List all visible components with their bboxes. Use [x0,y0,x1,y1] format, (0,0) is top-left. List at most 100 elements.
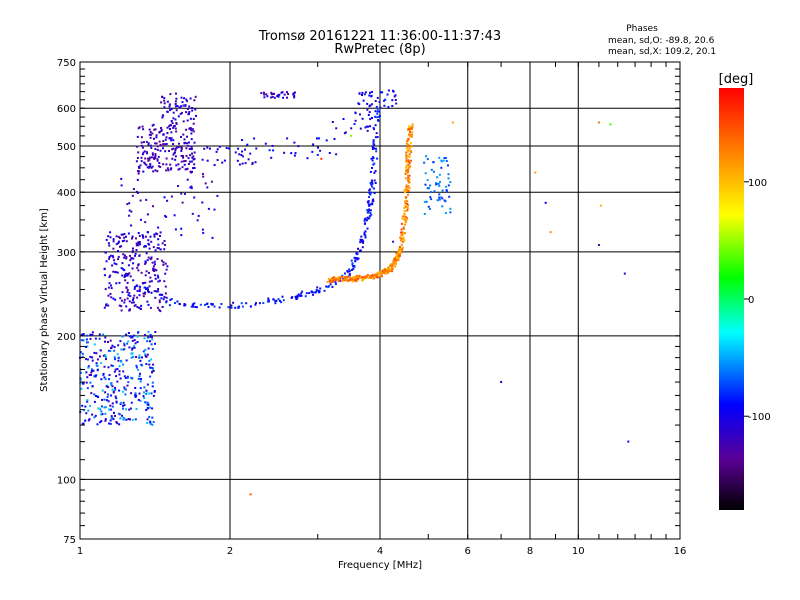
data-point [162,143,165,146]
data-point [407,159,410,162]
data-point [147,159,150,162]
data-point [183,193,186,195]
data-point [381,270,384,273]
data-point [177,115,180,118]
data-point [147,402,150,405]
y-tick-label: 100 [57,475,76,486]
data-point [94,414,97,417]
data-point [120,233,123,236]
data-point [138,375,141,378]
data-point [410,150,412,153]
data-point [335,153,338,156]
data-point [128,214,131,217]
data-point [97,396,99,398]
data-point [113,356,116,359]
data-point [151,336,153,339]
data-point [148,363,151,366]
data-point [193,151,196,154]
data-point [160,297,163,300]
data-point [369,203,372,206]
data-point [151,152,154,155]
data-point [133,345,136,347]
data-point [359,127,362,130]
data-point [181,166,184,169]
data-point [409,165,412,168]
data-point [407,193,409,196]
data-point [137,263,140,266]
data-point [163,280,166,283]
data-point [128,292,131,295]
data-point [149,340,151,343]
x-axis-label: Frequency [MHz] [338,560,422,571]
data-point [371,185,374,188]
data-point [138,254,141,257]
data-point [432,161,435,164]
data-point [390,263,393,266]
data-point [130,352,133,355]
data-point [135,160,138,163]
data-point [361,276,363,279]
data-point [281,295,284,298]
data-point [144,281,147,284]
data-point [370,183,373,186]
data-point [325,139,328,142]
data-point [104,391,107,394]
data-point [394,261,397,264]
data-point [404,202,407,205]
data-point [244,148,246,151]
data-point [367,114,370,116]
data-point [152,363,155,366]
data-point [136,335,139,338]
data-point [201,172,204,175]
data-point [146,383,149,386]
data-point [182,120,185,123]
data-point [410,142,412,144]
data-point [132,262,135,265]
data-point [175,146,178,149]
data-point [207,207,210,210]
data-point [107,286,110,289]
data-point [180,154,183,157]
data-point [410,127,413,130]
data-point [408,155,411,158]
data-point [186,100,189,103]
data-point [411,123,414,126]
data-point [352,267,355,270]
data-point [174,155,177,158]
data-point [137,377,140,380]
colorbar-tick-label: -100 [748,412,771,423]
data-point [138,356,141,359]
data-point [139,243,142,246]
data-point [218,145,221,148]
data-point [394,94,397,97]
data-point [134,254,136,257]
data-point [137,127,140,130]
data-point [85,412,88,415]
data-point [121,335,124,338]
data-point [156,233,159,236]
data-point [328,152,331,154]
data-point [385,272,387,275]
data-point [151,367,154,370]
data-point [169,93,172,96]
data-point [374,170,377,173]
data-point [201,158,204,161]
data-point [167,169,170,172]
data-point [110,346,113,349]
data-point [180,227,183,230]
data-point [135,407,138,410]
data-point [139,387,142,390]
data-point [408,180,411,183]
data-point [443,157,446,159]
data-point [443,199,446,202]
data-point [130,356,133,359]
data-point [367,217,370,220]
data-point [98,333,101,336]
data-point [181,111,183,114]
data-point [381,275,383,278]
data-point [121,291,124,294]
data-point [165,143,168,145]
data-point [333,276,336,279]
data-point [152,246,155,249]
data-point [213,208,216,211]
